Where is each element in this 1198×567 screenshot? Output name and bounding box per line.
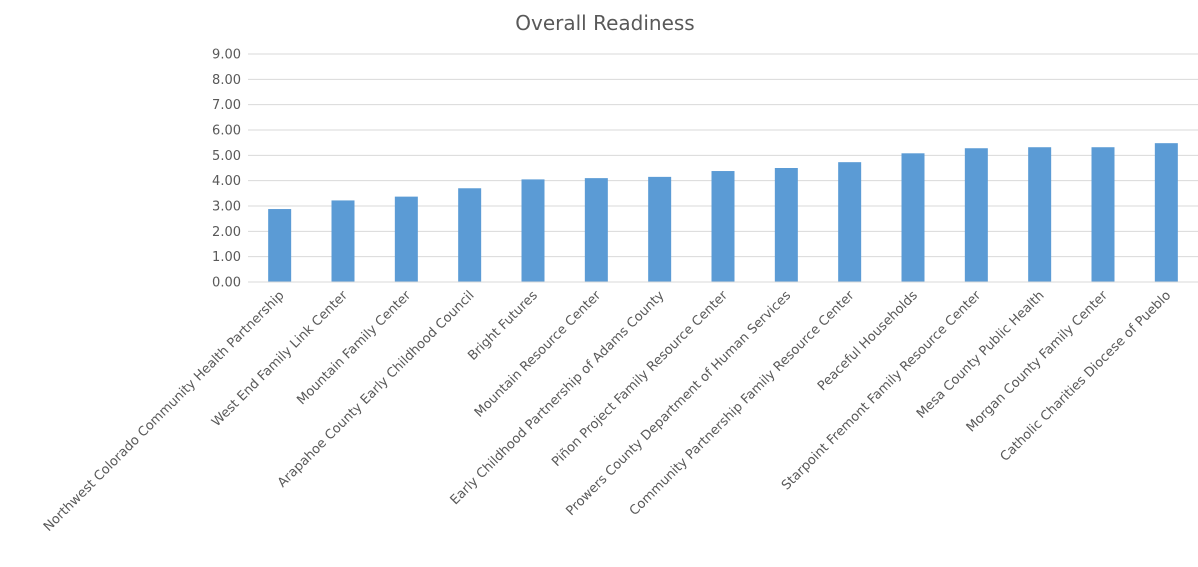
chart-title: Overall Readiness bbox=[515, 11, 694, 35]
x-category-label: Prowers County Department of Human Servi… bbox=[563, 288, 794, 519]
bar bbox=[521, 179, 545, 282]
y-tick-label: 6.00 bbox=[212, 124, 241, 139]
x-category-label: West End Family Link Center bbox=[209, 288, 351, 430]
y-tick-label: 8.00 bbox=[212, 73, 241, 88]
y-tick-label: 5.00 bbox=[212, 149, 241, 164]
bar bbox=[838, 162, 862, 282]
y-tick-label: 3.00 bbox=[212, 200, 241, 215]
bars bbox=[268, 143, 1178, 282]
y-axis-ticks: 0.00 1.00 2.00 3.00 4.00 5.00 6.00 7.00 8.00 9.00 bbox=[212, 48, 241, 291]
bar bbox=[964, 148, 988, 282]
x-category-label: Mountain Family Center bbox=[294, 288, 414, 408]
bar bbox=[648, 176, 672, 282]
bar bbox=[1091, 147, 1115, 282]
y-tick-label: 1.00 bbox=[212, 250, 241, 265]
y-tick-label: 2.00 bbox=[212, 225, 241, 240]
y-tick-label: 4.00 bbox=[212, 174, 241, 189]
bar bbox=[1028, 147, 1052, 282]
y-tick-label: 0.00 bbox=[212, 276, 241, 291]
bar bbox=[584, 178, 608, 282]
bar bbox=[458, 188, 482, 282]
bar bbox=[268, 209, 292, 282]
bar bbox=[901, 153, 925, 282]
y-tick-label: 9.00 bbox=[212, 48, 241, 63]
bar bbox=[1154, 143, 1178, 282]
x-category-label: Mesa County Public Health bbox=[914, 288, 1048, 422]
bar bbox=[774, 168, 798, 282]
bar bbox=[331, 200, 355, 282]
x-category-label: Mountain Resource Center bbox=[472, 288, 605, 421]
x-category-label: Northwest Colorado Community Health Part… bbox=[41, 288, 287, 534]
x-axis-category-labels: Northwest Colorado Community Health Part… bbox=[41, 288, 1174, 535]
bar bbox=[394, 196, 418, 282]
x-category-label: Early Childhood Partnership of Adams Cou… bbox=[448, 288, 668, 508]
bar bbox=[711, 171, 735, 282]
y-tick-label: 7.00 bbox=[212, 98, 241, 113]
x-category-label: Community Partnership Family Resource Ce… bbox=[627, 288, 858, 519]
